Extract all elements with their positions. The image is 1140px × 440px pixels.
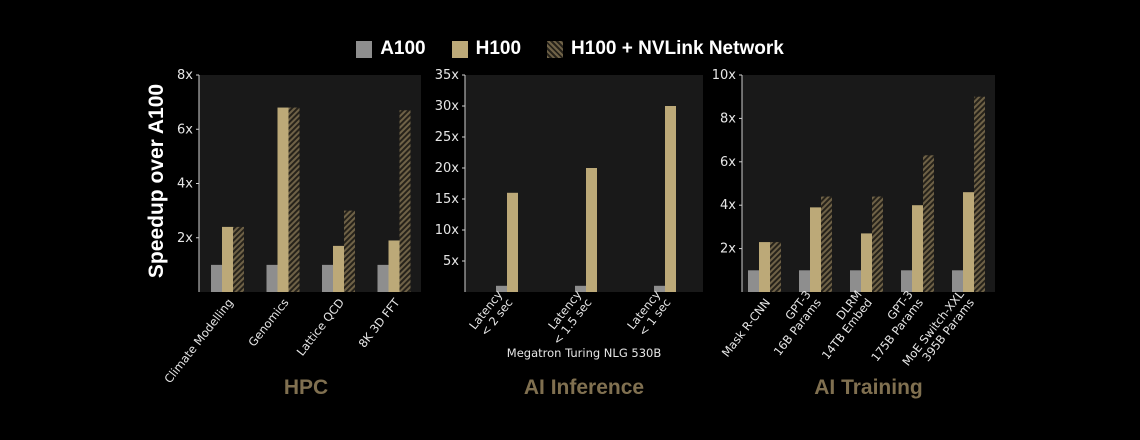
bar-a100 — [952, 270, 963, 292]
bar-a100 — [211, 264, 222, 292]
x-category-label: GPT-316B Params — [760, 288, 824, 359]
bar-h100 — [759, 242, 770, 292]
y-tick-label: 25x — [435, 130, 460, 145]
x-category-label: Genomics — [245, 296, 291, 350]
legend: A100 H100 H100 + NVLink Network — [0, 38, 1140, 60]
bar-a100 — [850, 270, 861, 292]
panel-title: AI Training — [814, 376, 923, 399]
bar-h100-nvlink — [344, 210, 355, 292]
x-category-label: Lattice QCD — [294, 296, 347, 359]
bar-h100-nvlink — [923, 155, 934, 292]
bar-h100-nvlink — [974, 96, 985, 292]
y-tick-label: 6x — [720, 155, 736, 170]
bar-a100 — [799, 270, 810, 292]
x-category-label: DLRM14TB Embed — [809, 288, 875, 362]
y-tick-label: 8x — [720, 111, 736, 126]
panel-background — [465, 75, 703, 292]
x-category-label: Latency< 1 sec — [624, 288, 673, 341]
legend-swatch-h100-nvlink — [547, 40, 564, 58]
legend-item-a100: A100 — [356, 38, 426, 60]
y-tick-label: 15x — [435, 192, 460, 207]
bar-h100 — [912, 205, 923, 292]
chart-panel-2: 2x 4x 6x 8x 10x Mask R-CNN GPT-316B Params DLRM… — [712, 68, 995, 399]
x-category-label: Latency< 1.5 sec — [540, 288, 595, 348]
x-category-label: Climate Modelling — [161, 296, 236, 386]
y-tick-label: 6x — [177, 122, 193, 137]
bar-h100 — [861, 233, 872, 292]
legend-item-h100: H100 — [451, 38, 522, 60]
x-category-label: Mask R-CNN — [719, 296, 773, 360]
bar-h100 — [333, 245, 344, 292]
legend-label-h100: H100 — [475, 38, 522, 59]
legend-label-h100-nvlink: H100 + NVLink Network — [571, 38, 784, 59]
legend-label-a100: A100 — [380, 38, 426, 59]
panel-title: AI Inference — [524, 376, 644, 399]
bar-h100-nvlink — [399, 110, 411, 292]
legend-swatch-h100 — [451, 40, 468, 58]
panel-subtitle: Megatron Turing NLG 530B — [507, 346, 662, 360]
x-category-label: 8K 3D FFT — [356, 295, 404, 350]
bar-h100 — [810, 207, 821, 292]
bar-a100 — [654, 285, 665, 292]
bar-h100 — [963, 192, 974, 292]
chart-panel-1: 5x 10x 15x 20x 25x 30x 35x Latency< 2 sec Latenc… — [435, 68, 703, 399]
bar-h100 — [222, 226, 233, 292]
bar-a100 — [575, 285, 586, 292]
bar-a100 — [496, 285, 507, 292]
y-tick-label: 2x — [177, 231, 193, 246]
y-tick-label: 4x — [720, 198, 736, 213]
bar-h100 — [665, 106, 676, 292]
y-tick-label: 10x — [435, 223, 460, 238]
bar-h100 — [277, 107, 289, 292]
bar-h100-nvlink — [233, 226, 244, 292]
legend-item-h100-nvlink: H100 + NVLink Network — [547, 38, 784, 60]
y-tick-label: 2x — [720, 242, 736, 257]
bar-a100 — [266, 264, 278, 292]
legend-swatch-a100 — [356, 40, 373, 58]
bar-h100 — [388, 240, 400, 292]
bar-h100-nvlink — [821, 196, 832, 292]
y-tick-label: 4x — [177, 177, 193, 192]
y-tick-label: 35x — [435, 68, 460, 83]
y-tick-label: 30x — [435, 99, 460, 114]
bar-a100 — [748, 270, 759, 292]
bar-a100 — [377, 264, 389, 292]
chart-panel-0: 2x 4x 6x 8x Climate Modelling Genomics Lattice… — [161, 68, 421, 399]
bar-h100 — [586, 168, 597, 292]
bar-h100-nvlink — [872, 196, 883, 292]
x-category-label: Latency< 2 sec — [466, 288, 515, 341]
bar-a100 — [901, 270, 912, 292]
bar-h100-nvlink — [770, 242, 781, 292]
y-tick-label: 10x — [712, 68, 737, 83]
bar-h100-nvlink — [288, 107, 300, 292]
bar-a100 — [322, 264, 333, 292]
y-tick-label: 20x — [435, 161, 460, 176]
y-tick-label: 5x — [443, 254, 459, 269]
bar-h100 — [507, 192, 518, 292]
y-tick-label: 8x — [177, 68, 193, 83]
panel-title: HPC — [284, 376, 328, 399]
